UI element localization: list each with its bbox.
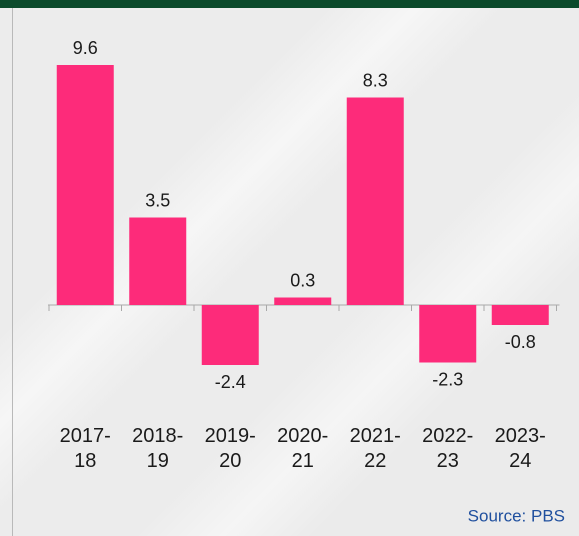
value-label: -2.4 bbox=[215, 372, 246, 392]
x-tick-label: 2021-22 bbox=[350, 425, 401, 472]
x-tick-label: 2018-19 bbox=[132, 425, 183, 472]
bar bbox=[274, 297, 332, 305]
top-bar bbox=[0, 0, 579, 8]
x-tick-label: 2020-21 bbox=[277, 425, 328, 472]
source-note: Source: PBS bbox=[468, 506, 565, 525]
bar bbox=[419, 305, 477, 363]
value-label: 8.3 bbox=[363, 70, 388, 90]
x-tick-label: 2022-23 bbox=[422, 425, 473, 472]
value-label: 9.6 bbox=[73, 38, 98, 58]
x-tick-label: 2023-24 bbox=[495, 425, 546, 472]
bar bbox=[346, 97, 404, 305]
x-tick-label: 2017-18 bbox=[60, 425, 111, 472]
value-label: -2.3 bbox=[432, 369, 463, 389]
value-label: -0.8 bbox=[505, 332, 536, 352]
bar bbox=[491, 305, 549, 325]
value-label: 0.3 bbox=[290, 270, 315, 290]
bar bbox=[201, 305, 259, 365]
bar bbox=[129, 217, 187, 305]
x-tick-label: 2019-20 bbox=[205, 425, 256, 472]
value-label: 3.5 bbox=[145, 190, 170, 210]
bar bbox=[56, 65, 114, 305]
